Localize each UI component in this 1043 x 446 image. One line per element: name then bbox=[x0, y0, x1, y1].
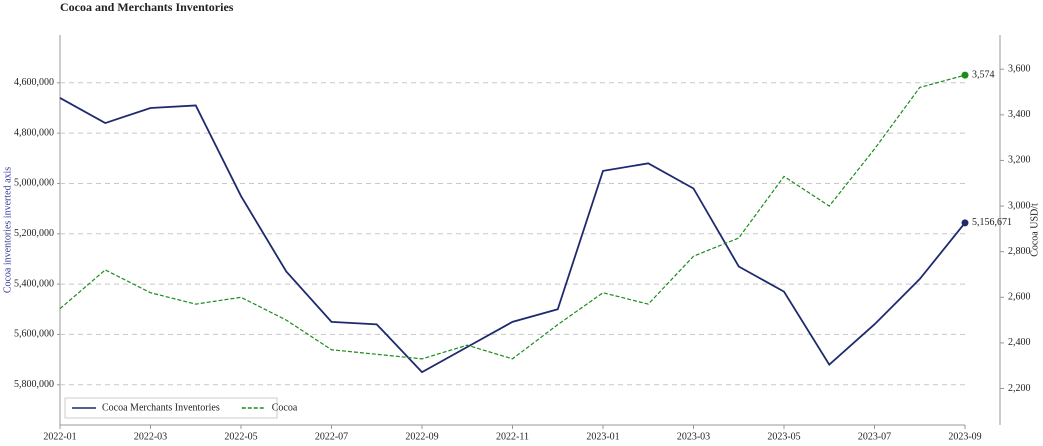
x-tick-label: 2023-03 bbox=[677, 431, 710, 441]
x-tick-label: 2023-09 bbox=[948, 431, 981, 441]
y2-axis-label: Cocoa USD/t bbox=[1029, 203, 1040, 257]
y2-tick-label: 3,600 bbox=[1008, 64, 1031, 75]
x-tick-label: 2022-07 bbox=[315, 431, 348, 441]
x-tick-label: 2023-07 bbox=[858, 431, 891, 441]
value-label: 3,574 bbox=[972, 69, 995, 80]
y2-tick-label: 3,000 bbox=[1008, 200, 1031, 211]
y-tick-label: 5,400,000 bbox=[14, 278, 54, 289]
y2-tick-label: 2,400 bbox=[1008, 337, 1031, 348]
y-tick-label: 5,200,000 bbox=[14, 228, 54, 239]
x-tick-label: 2022-11 bbox=[496, 431, 529, 441]
series-line bbox=[59, 74, 966, 360]
x-tick-label: 2022-01 bbox=[43, 431, 76, 441]
y2-tick-label: 3,200 bbox=[1008, 155, 1031, 166]
x-tick-label: 2022-03 bbox=[134, 431, 167, 441]
y2-tick-label: 2,800 bbox=[1008, 246, 1031, 257]
y-tick-label: 5,800,000 bbox=[14, 379, 54, 390]
x-tick-label: 2023-05 bbox=[767, 431, 800, 441]
y-tick-label: 4,600,000 bbox=[14, 77, 54, 88]
y2-tick-label: 3,400 bbox=[1008, 109, 1031, 120]
y2-tick-label: 2,600 bbox=[1008, 292, 1031, 303]
y-tick-label: 5,600,000 bbox=[14, 329, 54, 340]
series-line bbox=[59, 97, 966, 374]
y-axis-label: Cocoa inventories inverted axis bbox=[2, 167, 13, 293]
y2-tick-label: 2,200 bbox=[1008, 383, 1031, 394]
y-tick-label: 4,800,000 bbox=[14, 127, 54, 138]
legend-label: Cocoa bbox=[272, 402, 298, 413]
value-label: 5,156,671 bbox=[972, 217, 1012, 228]
x-tick-label: 2022-09 bbox=[405, 431, 438, 441]
y-tick-label: 5,000,000 bbox=[14, 178, 54, 189]
legend-box bbox=[64, 397, 278, 419]
legend-label: Cocoa Merchants Inventories bbox=[102, 402, 220, 413]
x-tick-label: 2023-01 bbox=[586, 431, 619, 441]
end-point bbox=[961, 71, 969, 79]
end-point bbox=[961, 219, 969, 227]
x-tick-label: 2022-05 bbox=[224, 431, 257, 441]
chart-title: Cocoa and Merchants Inventories bbox=[60, 0, 234, 14]
